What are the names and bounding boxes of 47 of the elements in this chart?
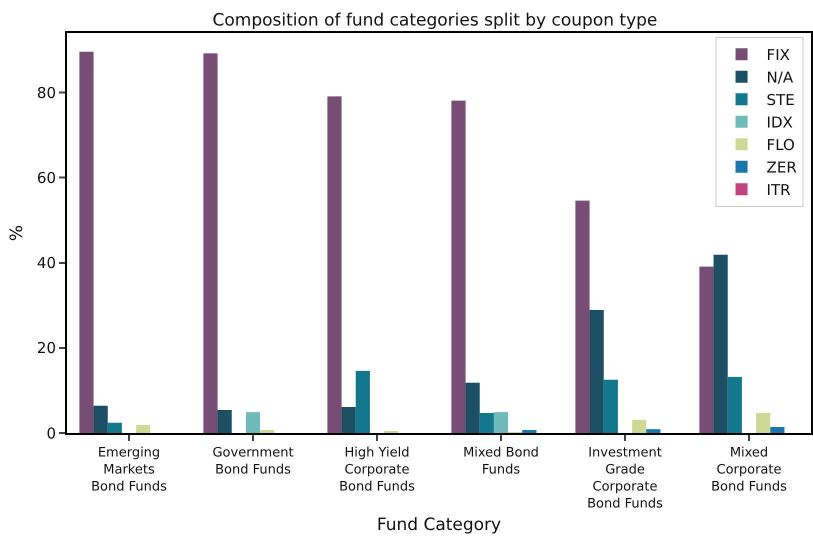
y-tick-label: 20	[36, 339, 56, 358]
x-tick-label: Government Bond Funds	[212, 446, 294, 478]
bar	[203, 53, 218, 433]
y-axis-title: %	[6, 224, 27, 242]
bar	[575, 200, 590, 433]
x-tick-label: Emerging Markets Bond Funds	[91, 446, 168, 494]
bar	[327, 96, 342, 433]
bar	[94, 406, 108, 433]
legend-label: N/A	[766, 68, 794, 87]
y-tick-label: 60	[36, 168, 56, 187]
bar	[218, 410, 232, 433]
bar	[728, 376, 742, 433]
x-tick-label: Investment Grade Corporate Bond Funds	[587, 446, 664, 512]
bar	[646, 429, 660, 433]
bar	[246, 412, 260, 433]
bar	[632, 420, 646, 433]
x-tick-label: High Yield Corporate Bond Funds	[339, 446, 416, 494]
bar	[756, 413, 770, 433]
legend-label: FIX	[766, 46, 790, 64]
bar	[136, 424, 150, 433]
bar	[604, 380, 618, 433]
legend-label: IDX	[766, 114, 793, 132]
x-axis-title: Fund Category	[376, 515, 502, 536]
y-tick-label: 0	[46, 424, 56, 442]
legend-label: STE	[766, 91, 795, 110]
bar	[494, 412, 508, 433]
y-tick-label: 40	[36, 254, 56, 272]
bar	[590, 310, 604, 433]
legend-label: FLO	[766, 136, 795, 154]
x-tick-label: Mixed Corporate Bond Funds	[711, 446, 788, 494]
bar	[699, 266, 714, 433]
bar	[451, 100, 466, 433]
x-tick-label: Mixed Bond Funds	[463, 446, 539, 478]
bar	[356, 370, 370, 433]
bar	[466, 382, 480, 433]
bar	[79, 52, 94, 433]
y-tick-label: 80	[36, 84, 56, 102]
bar	[480, 413, 494, 433]
legend-label: ITR	[766, 181, 791, 200]
bar	[108, 422, 122, 433]
legend-label: ZER	[766, 158, 797, 177]
bar	[714, 254, 728, 433]
bar	[260, 430, 274, 433]
bar	[770, 427, 784, 433]
chart-title: Composition of fund categories split by coupon type	[212, 10, 658, 30]
bar	[522, 430, 536, 433]
bar	[342, 407, 356, 433]
